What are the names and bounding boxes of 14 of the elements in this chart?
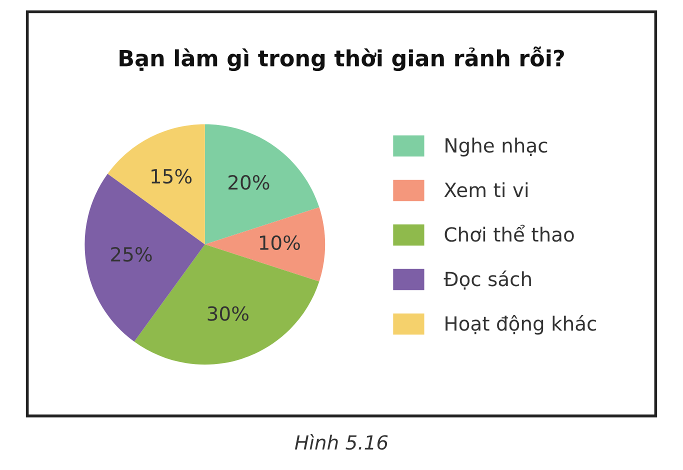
legend-label: Hoạt động khác xyxy=(446,315,596,335)
pie-slice xyxy=(204,207,326,282)
legend-label: Chơi thể thao xyxy=(444,224,574,242)
text: Hình 5.16 xyxy=(294,434,388,450)
data-label: 25% xyxy=(111,246,152,262)
data-label: 30% xyxy=(208,306,248,321)
chart-title: Bạn làm gì trong thời gian rảnh rỗi? xyxy=(120,46,564,71)
legend-label: Đọc sách xyxy=(444,270,531,290)
legend-label: Nghe nhạc xyxy=(446,138,548,156)
data-label: 15% xyxy=(152,168,192,184)
legend-label: Xem ti vi xyxy=(444,182,528,198)
data-label: 20% xyxy=(228,175,270,190)
data-label: 10% xyxy=(260,235,300,250)
pie-slice xyxy=(108,124,205,244)
